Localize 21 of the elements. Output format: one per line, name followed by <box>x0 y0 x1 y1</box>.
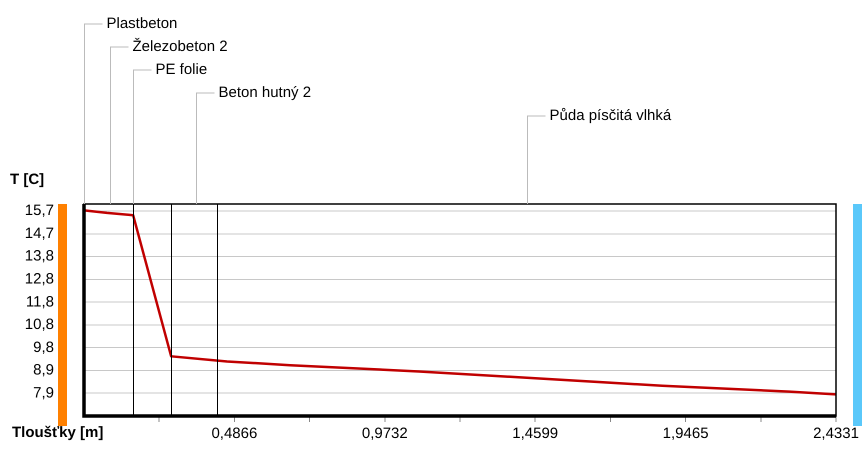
y-tick-label: 10,8 <box>24 316 54 334</box>
text: PE folie <box>156 61 208 78</box>
text: Plastbeton <box>106 15 178 32</box>
x-tick-label: 1,4599 <box>512 425 558 442</box>
y-tick-label: 8,9 <box>33 362 54 379</box>
y-tick-label: 11,8 <box>26 293 54 310</box>
y-tick-label: 15,7 <box>24 202 54 220</box>
y-tick-label: 9,8 <box>33 338 54 356</box>
x-axis-title: Tloušťky [m] <box>12 424 104 442</box>
text: Železobeton 2 <box>132 37 228 56</box>
x-tick-label: 2,4331 <box>813 425 859 442</box>
y-tick-label: 13,8 <box>24 248 54 265</box>
y-tick-label: 12,8 <box>24 270 54 288</box>
x-tick-label: 0,4866 <box>211 425 258 442</box>
x-tick-label: 1,9465 <box>662 425 709 442</box>
y-axis-title: T [C] <box>10 171 44 188</box>
x-tick-label: 0,9732 <box>362 425 408 442</box>
text: Půda písčitá vlhká <box>550 107 672 124</box>
text: Beton hutný 2 <box>218 84 312 102</box>
y-tick-label: 7,9 <box>33 384 54 402</box>
y-tick-label: 14,7 <box>24 224 54 242</box>
